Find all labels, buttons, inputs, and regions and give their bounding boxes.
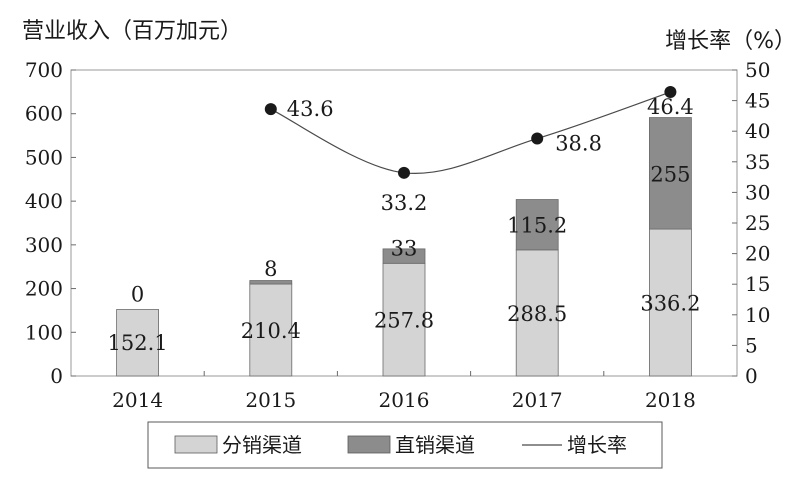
data-label-distribution: 336.2 bbox=[640, 292, 700, 316]
data-labels-group: 152.1 0 210.4 8 257.8 33 288.5 115.2 336.2 255 43.… bbox=[108, 95, 701, 355]
data-label-distribution: 257.8 bbox=[374, 309, 434, 333]
left-axis-ticks: 0 100 200 300 400 500 600 700 bbox=[25, 58, 76, 388]
legend-label-growth: 增长率 bbox=[567, 433, 627, 457]
bar-direct bbox=[649, 117, 692, 230]
right-tick-label: 5 bbox=[745, 333, 758, 357]
growth-line bbox=[270, 91, 671, 175]
growth-line-group bbox=[264, 86, 677, 179]
right-tick-label: 40 bbox=[745, 119, 770, 143]
x-tick-label: 2014 bbox=[112, 388, 163, 412]
left-tick-label: 700 bbox=[25, 58, 63, 82]
bar-distribution bbox=[382, 262, 426, 377]
right-tick-label: 20 bbox=[745, 242, 770, 266]
growth-point bbox=[531, 132, 544, 145]
data-label-direct: 255 bbox=[650, 162, 690, 186]
legend-swatch-direct bbox=[347, 435, 391, 454]
left-tick-label: 500 bbox=[25, 145, 63, 169]
right-axis-title: 增长率（%） bbox=[665, 29, 796, 54]
right-tick-label: 0 bbox=[745, 364, 758, 388]
bars-group bbox=[116, 117, 692, 377]
right-tick-label: 45 bbox=[745, 89, 770, 113]
data-label-growth: 38.8 bbox=[555, 132, 602, 156]
left-tick-label: 100 bbox=[25, 320, 63, 344]
data-label-distribution: 210.4 bbox=[241, 319, 301, 343]
data-label-growth: 46.4 bbox=[647, 95, 694, 119]
right-axis-ticks: 0 5 10 15 20 25 30 35 40 45 50 bbox=[732, 58, 770, 388]
bar-distribution bbox=[649, 228, 692, 377]
data-label-growth: 43.6 bbox=[287, 97, 334, 121]
bar-direct bbox=[515, 199, 559, 251]
right-tick-label: 25 bbox=[745, 211, 770, 235]
growth-point bbox=[398, 166, 410, 179]
left-axis-title: 营业收入（百万加元） bbox=[22, 19, 242, 44]
legend-label-distribution: 分销渠道 bbox=[222, 433, 302, 457]
bar-distribution bbox=[116, 309, 159, 377]
legend-label-direct: 直销渠道 bbox=[395, 433, 475, 457]
data-label-distribution: 288.5 bbox=[507, 302, 567, 326]
data-label-distribution: 152.1 bbox=[108, 331, 168, 355]
legend-frame bbox=[147, 421, 663, 469]
x-tick-label: 2016 bbox=[379, 388, 430, 412]
right-tick-label: 30 bbox=[745, 180, 770, 204]
bar-distribution bbox=[249, 283, 293, 377]
left-tick-label: 400 bbox=[25, 189, 63, 213]
x-tick-label: 2015 bbox=[245, 388, 296, 412]
bar-direct bbox=[249, 280, 293, 285]
legend: 分销渠道 直销渠道 增长率 bbox=[147, 421, 663, 469]
data-label-direct: 115.2 bbox=[507, 214, 567, 238]
left-tick-label: 600 bbox=[25, 102, 63, 126]
right-tick-label: 15 bbox=[745, 272, 770, 296]
left-tick-label: 0 bbox=[50, 364, 63, 388]
x-tick-label: 2018 bbox=[645, 388, 696, 412]
left-tick-label: 300 bbox=[25, 233, 63, 257]
data-label-direct: 0 bbox=[131, 283, 144, 307]
legend-swatch-distribution bbox=[174, 435, 218, 454]
right-tick-label: 35 bbox=[745, 150, 770, 174]
x-axis-ticks: 2014 2015 2016 2017 2018 bbox=[112, 371, 696, 412]
right-tick-label: 50 bbox=[745, 58, 770, 82]
data-label-direct: 8 bbox=[264, 257, 277, 281]
growth-point bbox=[264, 103, 277, 116]
growth-point bbox=[664, 86, 677, 99]
right-tick-label: 10 bbox=[745, 303, 770, 327]
bar-direct bbox=[382, 248, 426, 264]
x-tick-label: 2017 bbox=[512, 388, 563, 412]
data-label-direct: 33 bbox=[391, 236, 418, 260]
left-tick-label: 200 bbox=[25, 277, 63, 301]
data-label-growth: 33.2 bbox=[381, 191, 428, 215]
